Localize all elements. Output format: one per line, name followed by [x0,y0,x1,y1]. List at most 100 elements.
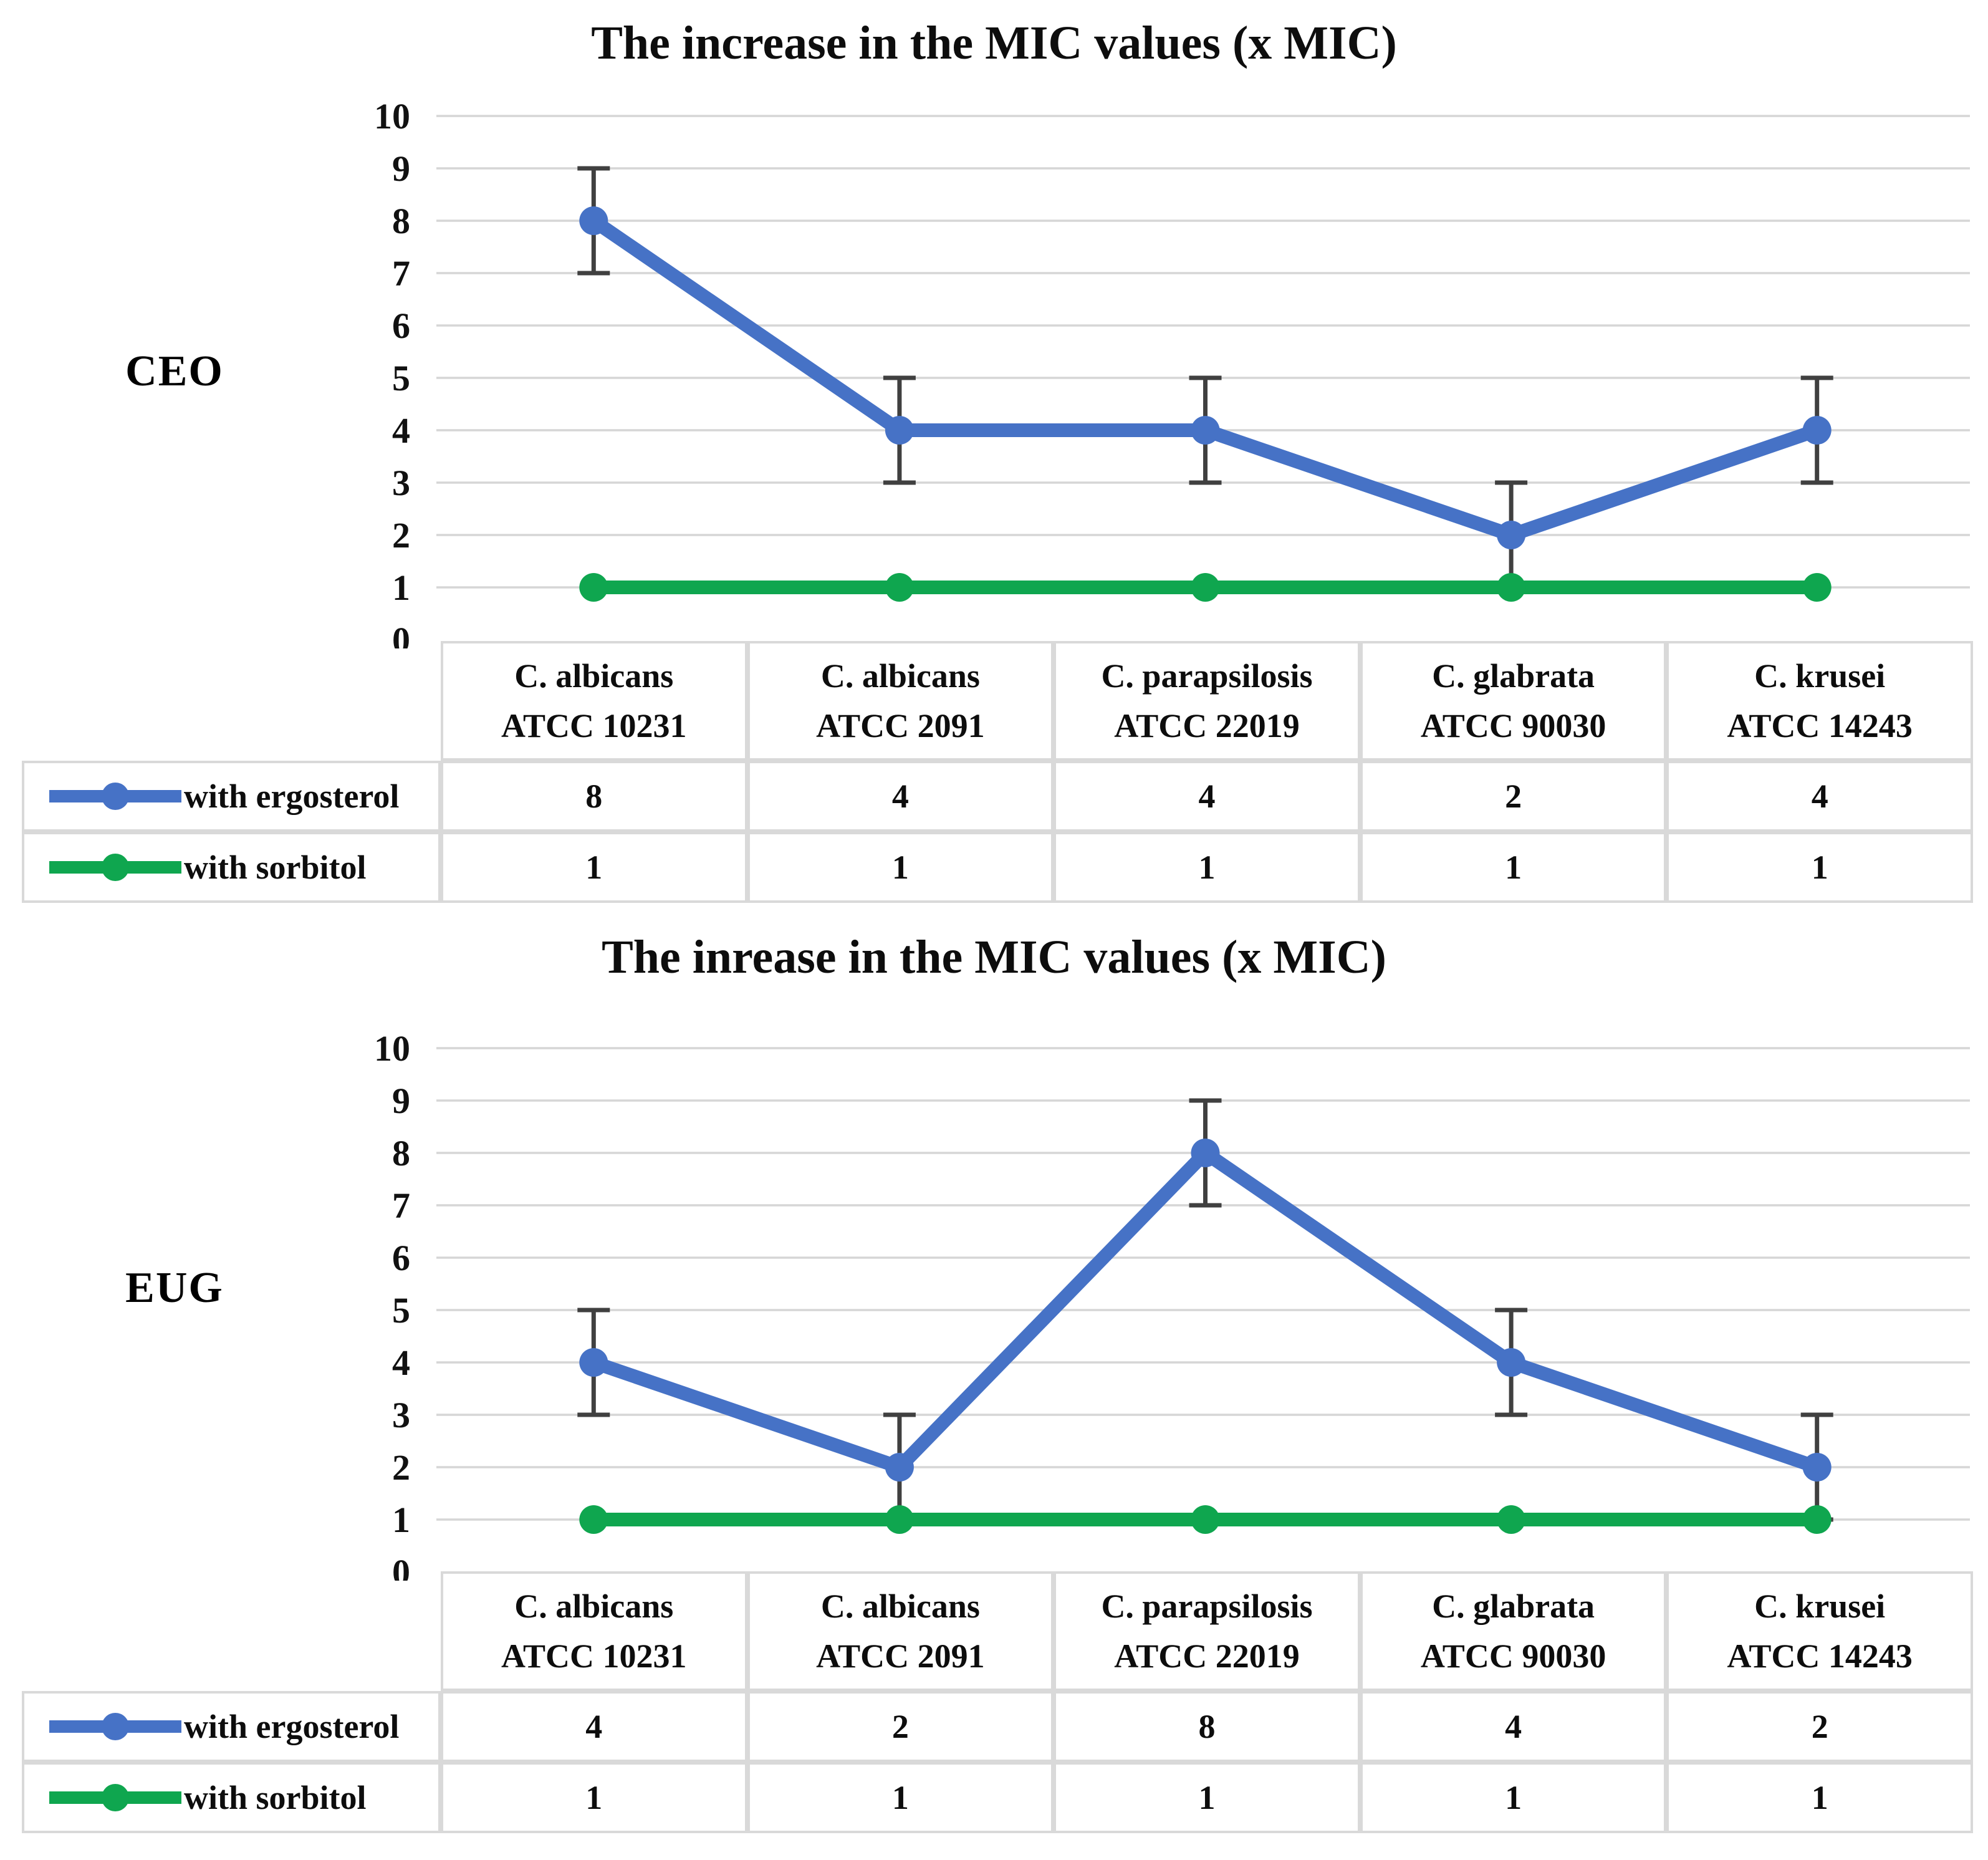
series-with-sorbitol [579,573,1832,602]
category-header: C. krusei ATCC 14243 [1666,641,1973,761]
category-header: C. krusei ATCC 14243 [1666,1571,1973,1691]
category-name: C. krusei [1754,657,1886,695]
y-tick-label: 10 [374,96,410,137]
data-point-marker [1497,1348,1526,1377]
data-point-marker [579,206,608,235]
value-cell: 8 [1054,1691,1360,1762]
value-cell: 1 [1666,1762,1973,1833]
y-tick-label: 0 [392,620,410,648]
legend-cell: with sorbitol [22,832,441,903]
value-cell: 4 [747,761,1054,832]
sorbitol-legend-key-icon [49,1783,181,1813]
y-tick-label: 10 [374,1028,410,1069]
value-cell: 2 [1360,761,1667,832]
ergosterol-legend-key-icon [49,1712,181,1742]
y-tick-label: 3 [392,463,410,503]
category-name: C. glabrata [1432,1588,1595,1625]
data-point-marker [1191,573,1220,602]
category-strain: ATCC 10231 [501,707,687,744]
category-header: C. albicans ATCC 2091 [747,641,1054,761]
category-strain: ATCC 10231 [501,1637,687,1675]
y-axis-tick-labels: 0 1 2 3 4 5 6 7 8 9 10 [374,1028,410,1581]
data-point-marker [1497,1505,1526,1534]
eug-data-table: C. albicans ATCC 10231 C. albicans ATCC … [22,1571,1973,1833]
data-point-marker [1497,521,1526,549]
y-tick-label: 2 [392,1447,410,1488]
eug-sorbitol-row: with sorbitol 1 1 1 1 1 [22,1762,1973,1833]
y-tick-label: 2 [392,515,410,556]
y-tick-label: 5 [392,1290,410,1331]
legend-cell: with sorbitol [22,1762,441,1833]
data-point-marker [885,1453,914,1482]
series-with-ergosterol [579,1139,1832,1482]
eug-line-chart: 0 1 2 3 4 5 6 7 8 9 10 [374,1028,1970,1581]
data-point-marker [1191,1505,1220,1534]
category-name: C. albicans [820,1588,980,1625]
ceo-ergosterol-row: with ergosterol 8 4 4 2 4 [22,761,1973,832]
table-corner-empty [22,641,441,761]
value-cell: 1 [747,832,1054,903]
series-label: with ergosterol [184,778,400,815]
category-header: C. albicans ATCC 2091 [747,1571,1054,1691]
category-name: C. albicans [514,1588,674,1625]
series-label: with ergosterol [184,1708,400,1745]
category-header: C. glabrata ATCC 90030 [1360,1571,1667,1691]
category-name: C. parapsilosis [1101,1588,1313,1625]
legend-cell: with ergosterol [22,1691,441,1762]
series-with-sorbitol [579,1505,1832,1534]
series-label: with sorbitol [184,849,367,886]
category-strain: ATCC 90030 [1420,1637,1606,1675]
y-tick-label: 4 [392,410,410,451]
category-name: C. albicans [820,657,980,695]
y-tick-label: 5 [392,358,410,398]
y-tick-label: 9 [392,1081,410,1121]
ceo-chart-title: The increase in the MIC values (x MIC) [591,17,1397,69]
y-tick-label: 4 [392,1342,410,1383]
series-label: with sorbitol [184,1779,367,1816]
value-cell: 2 [747,1691,1054,1762]
legend-cell: with ergosterol [22,761,441,832]
y-tick-label: 6 [392,306,410,346]
y-tick-label: 7 [392,253,410,294]
category-header: C. albicans ATCC 10231 [441,641,747,761]
value-cell: 1 [441,1762,747,1833]
value-cell: 1 [441,832,747,903]
sorbitol-legend-key-icon [49,852,181,882]
y-tick-label: 0 [392,1552,410,1581]
eug-table-header-row: C. albicans ATCC 10231 C. albicans ATCC … [22,1571,1973,1691]
eug-side-label: EUG [125,1264,224,1312]
category-header: C. parapsilosis ATCC 22019 [1054,1571,1360,1691]
category-header: C. parapsilosis ATCC 22019 [1054,641,1360,761]
category-header: C. glabrata ATCC 90030 [1360,641,1667,761]
data-point-marker [579,1505,608,1534]
y-tick-label: 8 [392,201,410,241]
category-strain: ATCC 14243 [1727,707,1913,744]
value-cell: 1 [1054,1762,1360,1833]
value-cell: 1 [1666,832,1973,903]
category-strain: ATCC 2091 [816,707,985,744]
data-point-marker [885,573,914,602]
y-tick-label: 9 [392,148,410,189]
ceo-sorbitol-row: with sorbitol 1 1 1 1 1 [22,832,1973,903]
value-cell: 4 [1054,761,1360,832]
series-with-ergosterol [579,206,1832,549]
y-tick-label: 8 [392,1133,410,1173]
ceo-line-chart: 0 1 2 3 4 5 6 7 8 9 10 [374,96,1970,648]
category-name: C. krusei [1754,1588,1886,1625]
table-corner-empty [22,1571,441,1691]
value-cell: 1 [747,1762,1054,1833]
data-point-marker [1191,416,1220,445]
value-cell: 1 [1360,1762,1667,1833]
data-point-marker [885,1505,914,1534]
value-cell: 1 [1360,832,1667,903]
category-strain: ATCC 2091 [816,1637,985,1675]
data-point-marker [1497,573,1526,602]
category-name: C. parapsilosis [1101,657,1313,695]
value-cell: 8 [441,761,747,832]
data-point-marker [579,573,608,602]
category-name: C. glabrata [1432,657,1595,695]
category-strain: ATCC 90030 [1420,707,1606,744]
category-strain: ATCC 14243 [1727,1637,1913,1675]
y-tick-label: 1 [392,567,410,608]
value-cell: 4 [1360,1691,1667,1762]
